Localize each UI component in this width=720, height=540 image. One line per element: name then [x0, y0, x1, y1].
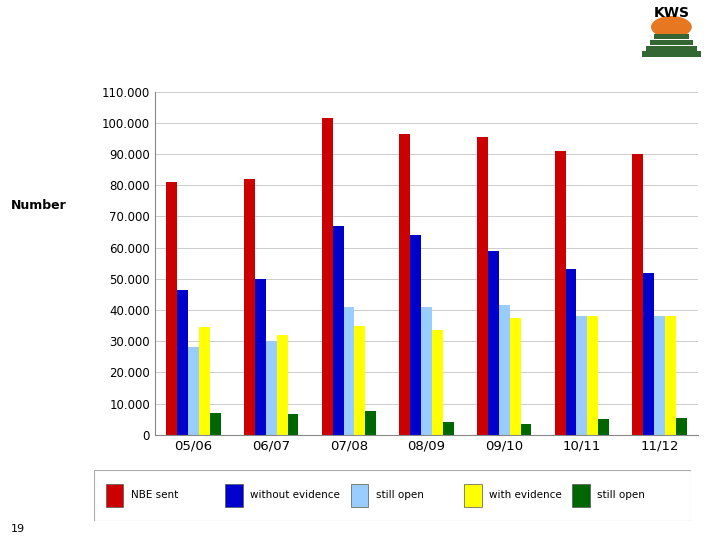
Bar — [354, 326, 365, 435]
Text: Number: Number — [11, 199, 66, 212]
Bar — [365, 411, 376, 435]
Text: (AHP): (AHP) — [11, 29, 63, 44]
Bar — [343, 307, 354, 435]
Bar — [333, 226, 343, 435]
Bar — [322, 118, 333, 435]
Bar — [464, 484, 482, 507]
Bar — [351, 484, 369, 507]
Bar — [642, 51, 701, 57]
Bar — [255, 279, 266, 435]
Bar — [477, 137, 488, 435]
Bar — [106, 484, 124, 507]
Bar — [588, 316, 598, 435]
Bar — [665, 316, 676, 435]
Bar — [199, 327, 210, 435]
Bar — [598, 419, 609, 435]
Bar — [166, 182, 177, 435]
Bar — [400, 134, 410, 435]
Bar — [443, 422, 454, 435]
Bar — [421, 307, 432, 435]
Bar — [287, 414, 299, 435]
Bar — [646, 45, 697, 51]
Ellipse shape — [651, 16, 692, 38]
Bar — [510, 318, 521, 435]
Text: NBE sent: NBE sent — [130, 490, 178, 501]
Bar — [410, 235, 421, 435]
Text: Returns of FSS declarations (NBE) with evidence: Returns of FSS declarations (NBE) with e… — [11, 4, 451, 19]
Bar — [554, 151, 566, 435]
Bar — [650, 40, 693, 45]
Bar — [210, 413, 221, 435]
Text: (Status: 11.02.2013): (Status: 11.02.2013) — [11, 57, 132, 70]
Bar — [276, 335, 287, 435]
Bar — [432, 330, 443, 435]
Text: still open: still open — [376, 490, 423, 501]
Bar — [188, 347, 199, 435]
Text: without evidence: without evidence — [250, 490, 340, 501]
Bar — [566, 269, 577, 435]
Bar — [632, 154, 643, 435]
Bar — [225, 484, 243, 507]
Bar — [643, 273, 654, 435]
Bar — [521, 424, 531, 435]
Text: still open: still open — [597, 490, 644, 501]
Bar — [266, 341, 276, 435]
Bar — [488, 251, 499, 435]
Bar — [177, 290, 188, 435]
Bar — [676, 417, 687, 435]
Bar — [654, 34, 689, 39]
Text: KWS: KWS — [654, 6, 690, 20]
Bar — [654, 316, 665, 435]
Bar — [244, 179, 255, 435]
Text: with evidence: with evidence — [489, 490, 562, 501]
Bar — [577, 316, 588, 435]
Text: 19: 19 — [11, 523, 25, 534]
Bar — [572, 484, 590, 507]
Bar — [499, 305, 510, 435]
